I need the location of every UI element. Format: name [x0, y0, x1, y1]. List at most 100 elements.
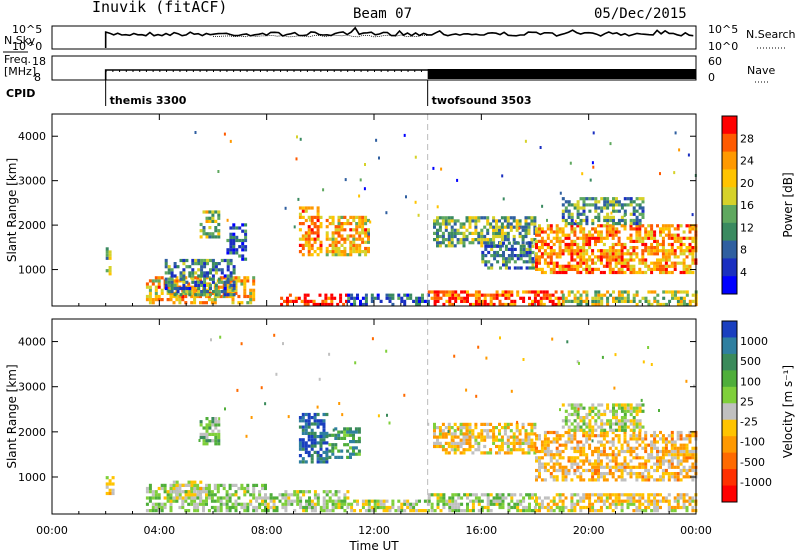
data-cell	[157, 298, 161, 302]
colorbar-swatch	[722, 276, 737, 295]
data-cell	[582, 206, 586, 210]
data-cell	[480, 299, 484, 303]
data-cell	[608, 261, 612, 265]
data-cell	[576, 209, 580, 213]
freq-tick-top: 18	[32, 55, 46, 68]
data-cell	[585, 456, 589, 460]
data-cell	[175, 490, 179, 494]
data-cell	[670, 472, 674, 476]
data-cell	[600, 209, 604, 213]
data-cell	[653, 446, 657, 450]
data-cell	[548, 296, 552, 300]
data-cell	[385, 349, 388, 353]
data-cell	[196, 496, 200, 500]
data-cell	[579, 499, 583, 503]
data-cell	[635, 270, 639, 275]
data-cell	[510, 290, 514, 294]
data-cell	[216, 499, 220, 503]
data-cell	[316, 412, 320, 417]
data-cell	[533, 493, 537, 497]
data-cell	[489, 225, 493, 229]
data-cell	[667, 453, 671, 457]
data-cell	[620, 267, 624, 271]
data-cell	[608, 446, 612, 450]
data-cell	[664, 267, 668, 271]
data-cell	[661, 456, 665, 460]
data-cell	[641, 261, 645, 265]
data-cell	[185, 286, 189, 291]
data-cell	[617, 434, 621, 438]
data-cell	[480, 293, 484, 297]
data-cell	[540, 502, 544, 506]
data-cell	[474, 493, 478, 497]
data-cell	[432, 166, 435, 170]
data-cell	[466, 290, 469, 294]
data-cell	[264, 483, 267, 487]
data-cell	[474, 496, 478, 500]
data-cell	[190, 480, 194, 484]
data-cell	[685, 437, 689, 441]
data-cell	[340, 455, 344, 459]
data-cell	[597, 302, 601, 307]
data-cell	[373, 509, 377, 513]
data-cell	[653, 233, 657, 237]
data-cell	[238, 238, 242, 243]
data-cell	[397, 296, 401, 300]
data-cell	[504, 496, 508, 500]
data-cell	[576, 302, 580, 307]
data-cell	[615, 412, 618, 417]
data-cell	[426, 509, 430, 513]
data-cell	[602, 446, 606, 450]
data-cell	[614, 264, 618, 268]
data-cell	[468, 430, 471, 434]
data-cell	[685, 224, 689, 228]
data-cell	[670, 437, 674, 441]
data-cell	[626, 267, 630, 271]
data-cell	[679, 453, 683, 457]
data-cell	[415, 499, 419, 503]
data-cell	[182, 286, 186, 291]
data-cell	[679, 299, 683, 303]
data-cell	[555, 449, 559, 454]
data-cell	[507, 241, 511, 245]
data-cell	[632, 200, 636, 204]
data-cell	[182, 274, 186, 278]
data-cell	[241, 229, 245, 233]
data-cell	[576, 261, 580, 265]
data-cell	[313, 505, 317, 510]
data-cell	[453, 429, 457, 433]
data-cell	[489, 435, 493, 439]
data-cell	[364, 246, 368, 251]
data-cell	[540, 449, 544, 454]
data-cell	[305, 505, 308, 510]
data-cell	[480, 429, 484, 433]
data-cell	[597, 224, 600, 228]
data-cell	[629, 246, 633, 250]
data-cell	[492, 441, 496, 445]
data-cell	[641, 200, 645, 204]
data-cell	[605, 462, 609, 466]
data-cell	[533, 225, 537, 229]
data-cell	[582, 267, 586, 271]
data-cell	[388, 299, 392, 303]
data-cell	[477, 293, 481, 297]
data-cell	[307, 253, 311, 257]
data-cell	[673, 255, 677, 259]
data-cell	[570, 246, 574, 250]
data-cell	[629, 412, 633, 417]
data-cell	[442, 502, 446, 506]
data-cell	[599, 509, 603, 513]
data-cell	[211, 213, 215, 217]
data-cell	[334, 499, 338, 503]
data-cell	[244, 229, 248, 233]
data-cell	[290, 502, 294, 506]
data-cell	[172, 499, 176, 503]
data-cell	[426, 302, 430, 307]
data-cell	[691, 236, 695, 240]
data-cell	[207, 298, 211, 302]
data-cell	[235, 235, 239, 239]
data-cell	[196, 276, 200, 280]
data-cell	[538, 456, 541, 460]
data-cell	[564, 440, 568, 444]
data-cell	[661, 475, 665, 479]
